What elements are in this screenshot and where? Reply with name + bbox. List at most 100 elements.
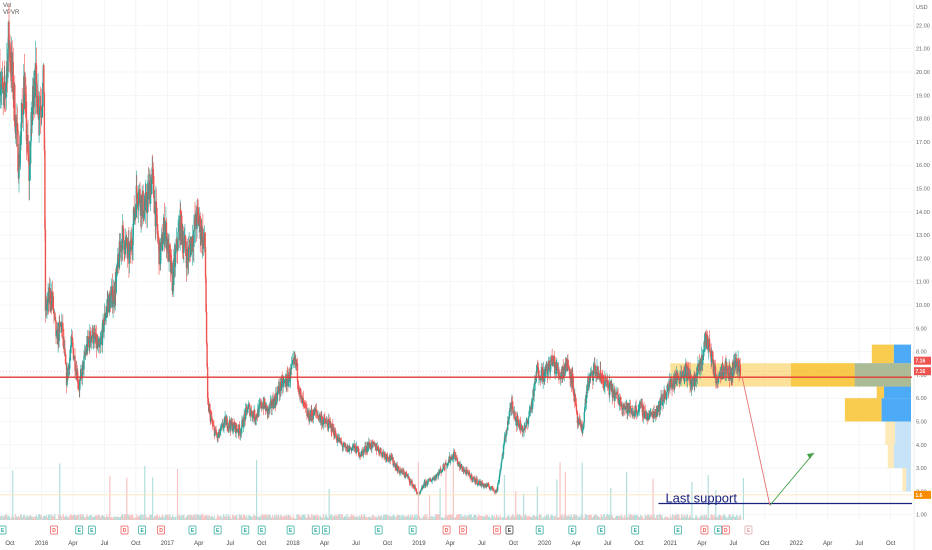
candle-body [433, 478, 435, 480]
volume-bar [730, 516, 732, 520]
volume-bar [556, 518, 558, 520]
candle-body [280, 378, 283, 388]
candle-body [393, 462, 396, 464]
candle-body [4, 82, 6, 90]
candle-body [540, 378, 542, 380]
candle-body [35, 63, 37, 66]
volume-bar [304, 514, 306, 520]
event-marker-box [631, 525, 640, 535]
volume-bar [73, 514, 76, 520]
candle-body [666, 385, 668, 393]
candle-body [416, 491, 418, 495]
volume-bar [459, 517, 461, 520]
price-tick-label: 4.00 [916, 443, 927, 449]
candle-body [488, 486, 490, 488]
volume-bar [603, 514, 606, 520]
candle-body [519, 420, 522, 430]
candle-body [589, 375, 591, 377]
volume-bar [52, 515, 54, 520]
candle-body [662, 400, 664, 402]
candle-body [332, 424, 334, 432]
volume-bar [542, 517, 544, 520]
volume-bar [265, 514, 267, 520]
candle-body [319, 413, 321, 421]
candle-body [127, 243, 129, 255]
volume-bar [83, 517, 85, 520]
volume-bar [140, 514, 143, 520]
candle-body [490, 487, 493, 489]
candle-body [529, 407, 532, 411]
candle-body [281, 378, 283, 379]
candle-body [222, 423, 224, 428]
candle-body [639, 402, 641, 405]
candle-body [328, 419, 330, 422]
candle-body [527, 417, 530, 425]
candle-body [496, 484, 499, 491]
candle-body [418, 492, 421, 495]
volume-bar [316, 514, 318, 520]
time-axis[interactable]: Oct 2016 Apr Jul Oct 2017 Apr Jul Oct 2018 Apr Jul O… [5, 541, 895, 547]
candle-body [196, 206, 198, 229]
price-axis[interactable]: 1.002.003.004.005.006.007.008.009.0010.0… [913, 0, 932, 550]
vp-bar-down [881, 398, 911, 422]
candle-body [9, 61, 12, 66]
candle-body [505, 430, 508, 432]
time-tick-label: Oct [760, 541, 770, 547]
indicator-vpvr-label[interactable]: VPVR [3, 10, 20, 16]
candle-body [202, 237, 205, 249]
candle-body [121, 225, 124, 250]
volume-bar [723, 514, 725, 520]
volume-bar [44, 515, 46, 520]
candle-body [659, 400, 662, 410]
volume-bar [581, 462, 583, 520]
candle-body [151, 167, 154, 170]
candle-body [108, 293, 111, 313]
candle-body [212, 424, 215, 426]
candle-body [666, 392, 668, 400]
candle-body [210, 416, 212, 421]
candle-body [703, 352, 705, 357]
candle-body [533, 382, 536, 385]
candle-body [328, 421, 331, 424]
volume-bar [51, 516, 53, 520]
candle-body [382, 452, 385, 454]
event-marker-label: E [571, 528, 575, 534]
volume-spike [715, 490, 717, 520]
candle-body [187, 247, 190, 261]
candle-body [253, 410, 256, 420]
volume-bar [428, 495, 431, 520]
volume-bar [91, 517, 94, 520]
candle-body [601, 377, 603, 379]
candle-body [156, 208, 158, 225]
candle-body [737, 358, 740, 366]
volume-bar [332, 516, 334, 520]
indicator-vol-label[interactable]: Vol [3, 3, 12, 9]
volume-bar [362, 515, 365, 520]
candle-body [703, 341, 705, 353]
time-tick-label: 2021 [664, 541, 678, 547]
candle-body [686, 365, 689, 381]
candle-body [563, 366, 565, 376]
volume-bar [396, 514, 398, 520]
event-marker-label: E [676, 528, 680, 534]
candle-body [295, 359, 298, 367]
candle-body [81, 364, 84, 379]
volume-bar [624, 514, 626, 520]
candle-body [462, 470, 464, 472]
volume-bar [641, 515, 644, 520]
candle-body [61, 322, 64, 324]
volume-bar [539, 514, 541, 520]
candle-body [274, 397, 276, 400]
volume-bar [331, 514, 333, 520]
volume-bar [669, 515, 672, 520]
candle-body [242, 426, 245, 427]
candle-body [291, 360, 294, 363]
candle-body [508, 411, 511, 419]
candle-body [222, 427, 225, 429]
candle-body [514, 412, 516, 421]
candle-body [204, 232, 206, 247]
volume-bar [681, 514, 683, 520]
volume-bar [615, 515, 618, 520]
event-marker-label: E [634, 528, 638, 534]
